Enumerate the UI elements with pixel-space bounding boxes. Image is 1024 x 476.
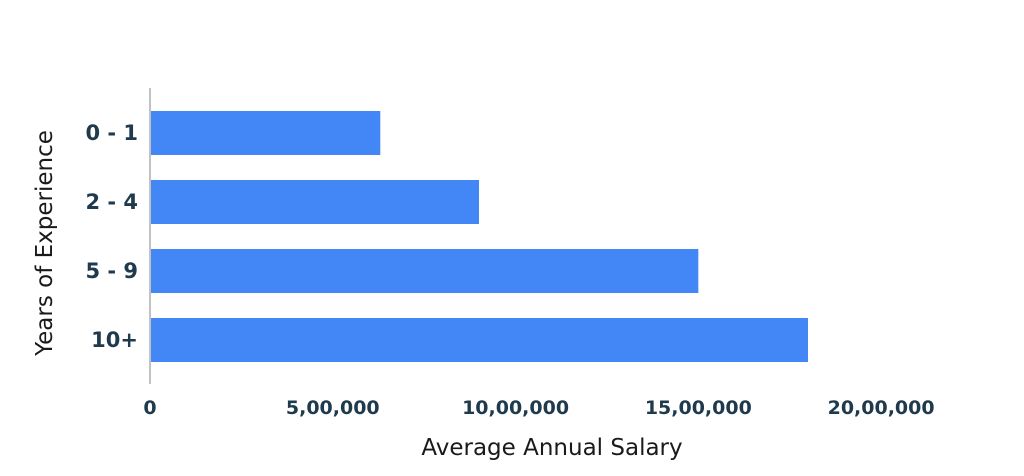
category-label: 2 - 4 xyxy=(85,190,138,214)
bar-10 xyxy=(151,318,808,362)
bar-5-9 xyxy=(151,249,699,293)
bar-2-4 xyxy=(151,180,479,224)
x-axis-title: Average Annual Salary xyxy=(421,435,682,461)
category-labels: 0 - 1 2 - 4 5 - 9 10+ xyxy=(85,121,138,352)
x-tick-label: 0 xyxy=(143,397,156,419)
x-tick-label: 15,00,000 xyxy=(645,397,752,419)
category-label: 10+ xyxy=(91,328,138,352)
x-tick-label: 20,00,000 xyxy=(828,397,935,419)
x-tick-label: 10,00,000 xyxy=(462,397,569,419)
bars-layer xyxy=(151,111,808,362)
y-axis-title: Years of Experience xyxy=(32,130,58,357)
x-tick-labels: 0 5,00,000 10,00,000 15,00,000 20,00,000 xyxy=(143,397,934,419)
bar-0-1 xyxy=(151,111,381,155)
category-label: 0 - 1 xyxy=(85,121,138,145)
x-tick-label: 5,00,000 xyxy=(286,397,380,419)
category-label: 5 - 9 xyxy=(85,259,138,283)
